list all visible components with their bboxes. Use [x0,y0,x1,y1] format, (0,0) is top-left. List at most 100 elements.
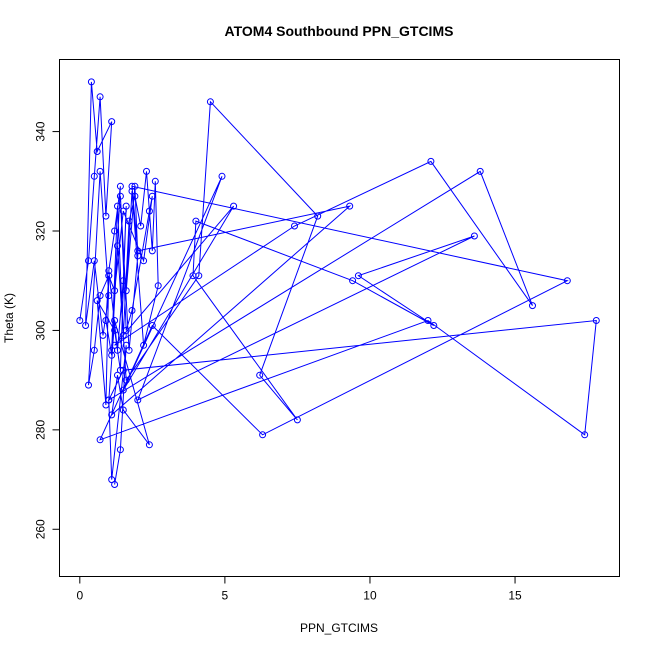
data-point [90,257,98,265]
data-point [90,346,98,354]
y-tick-label: 340 [34,121,48,141]
data-point [119,386,127,394]
data-point [192,217,200,225]
data-point [148,247,156,255]
data-point [105,267,113,275]
data-point [291,222,298,230]
x-tick-label: 5 [222,589,229,603]
data-point [563,277,571,285]
data-point [230,202,238,210]
data-point [114,242,121,250]
data-point [206,98,214,106]
data-point [259,431,267,439]
data-point [122,376,130,384]
data-point [111,481,119,488]
series-line [79,81,597,485]
data-point [122,202,130,210]
x-axis-label: PPN_GTCIMS [300,621,378,635]
data-point [108,411,116,419]
data-point [105,396,113,404]
data-point [137,222,145,230]
data-point [119,406,127,414]
data-point [148,192,156,200]
data-point [148,322,156,329]
data-point [114,202,121,210]
data-point [128,182,136,190]
data-point [90,172,98,180]
y-tick-label: 280 [34,420,48,440]
data-point [427,157,435,165]
y-axis-label: Theta (K) [2,293,16,343]
data-point [128,307,136,314]
data-point [102,317,110,324]
data-point [99,331,107,339]
data-point [93,148,101,155]
data-point [145,441,153,449]
data-point [96,167,104,175]
data-point [430,322,438,329]
x-tick-label: 10 [363,589,377,603]
data-point [424,317,432,324]
data-point [122,341,130,349]
data-point [111,227,119,235]
x-tick-label: 0 [76,589,83,603]
y-tick-label: 300 [34,320,48,340]
data-point [76,317,84,324]
data-point [151,177,159,185]
y-tick-label: 320 [34,221,48,241]
y-axis: 260 280 300 320 340 [34,121,60,539]
data-point [476,167,484,175]
data-point [96,436,104,444]
data-point [119,331,127,339]
data-point [116,446,124,454]
data-point [111,287,119,295]
data-point [96,93,104,101]
data-point [349,277,357,285]
data-point [122,326,130,334]
data-point [111,326,119,334]
data-point [154,282,162,290]
plot-frame [59,59,620,577]
data-point [592,317,600,324]
chart-title: ATOM4 Southbound PPN_GTCIMS [225,23,454,39]
data-point [125,217,133,225]
data-point [140,341,148,349]
data-point [131,182,139,190]
data-point [134,396,142,404]
data-point [125,346,133,354]
data-point [354,272,362,280]
data-point [134,247,142,255]
data-point [93,297,101,305]
data-point [119,366,127,374]
data-point [314,212,322,220]
data-point [145,207,153,215]
data-point [111,341,119,349]
data-point [134,252,142,260]
data-point [122,287,130,295]
x-tick-label: 15 [508,589,522,603]
data-point [346,202,354,210]
data-point [105,272,113,280]
data-point [143,167,150,175]
data-point [96,292,104,300]
data-point [108,346,116,354]
data-point [119,277,127,285]
data-point [293,416,301,424]
y-tick-label: 260 [34,519,48,539]
data-point [111,317,119,324]
data-point [256,371,264,379]
data-point [131,192,139,200]
data-point [116,182,124,190]
data-point [105,292,113,300]
data-point [470,232,478,240]
data-point [108,351,116,359]
data-point [140,257,148,265]
series-layer [76,78,600,488]
data-point [108,118,116,126]
data-point [116,192,124,200]
data-point [102,401,110,409]
data-point [114,371,121,379]
data-point [218,172,226,180]
data-point [581,431,589,439]
